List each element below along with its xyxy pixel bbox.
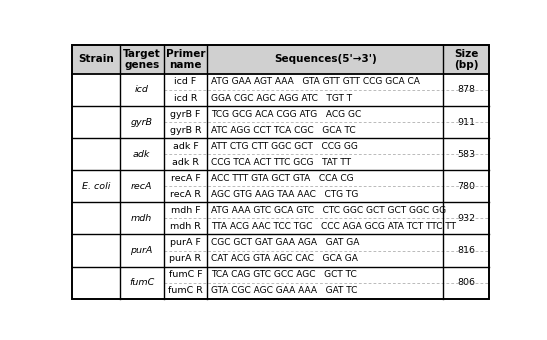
Text: CGC GCT GAT GAA AGA   GAT GA: CGC GCT GAT GAA AGA GAT GA [211, 238, 359, 247]
Text: adk R: adk R [172, 158, 199, 167]
Text: ATC AGG CCT TCA CGC   GCA TC: ATC AGG CCT TCA CGC GCA TC [211, 125, 356, 135]
Bar [72, 106, 489, 122]
Text: 806: 806 [457, 278, 475, 287]
Text: GTA CGC AGC GAA AAA   GAT TC: GTA CGC AGC GAA AAA GAT TC [211, 286, 357, 295]
Text: Strain: Strain [78, 54, 114, 64]
Text: 878: 878 [457, 85, 475, 95]
Bar [72, 154, 489, 170]
Text: CCG TCA ACT TTC GCG   TAT TT: CCG TCA ACT TTC GCG TAT TT [211, 158, 351, 167]
Text: GGA CGC AGC AGG ATC   TGT T: GGA CGC AGC AGG ATC TGT T [211, 94, 352, 103]
Text: 780: 780 [457, 182, 475, 191]
Text: Target
genes: Target genes [123, 49, 160, 70]
Text: gyrB F: gyrB F [170, 109, 201, 119]
Bar [72, 235, 489, 251]
Text: ATG GAA AGT AAA   GTA GTT GTT CCG GCA CA: ATG GAA AGT AAA GTA GTT GTT CCG GCA CA [211, 78, 420, 86]
Text: mdh F: mdh F [171, 206, 200, 215]
Bar [72, 251, 489, 267]
Bar [72, 45, 489, 74]
Text: gyrB: gyrB [131, 118, 153, 126]
Text: icd R: icd R [174, 94, 197, 103]
Text: 583: 583 [457, 150, 475, 159]
Text: 932: 932 [457, 214, 475, 223]
Bar [72, 218, 489, 235]
Text: adk: adk [133, 150, 150, 159]
Text: adk F: adk F [172, 142, 199, 151]
Text: icd F: icd F [174, 78, 196, 86]
Text: mdh R: mdh R [170, 222, 201, 231]
Text: mdh: mdh [131, 214, 152, 223]
Text: gyrB R: gyrB R [170, 125, 201, 135]
Text: Primer
name: Primer name [166, 49, 205, 70]
Text: E. coli: E. coli [82, 182, 110, 191]
Text: purA F: purA F [170, 238, 201, 247]
Text: TCA CAG GTC GCC AGC   GCT TC: TCA CAG GTC GCC AGC GCT TC [211, 270, 357, 279]
Bar [72, 170, 489, 186]
Text: fumC R: fumC R [168, 286, 203, 295]
Bar [72, 90, 489, 106]
Text: fumC: fumC [129, 278, 154, 287]
Bar [72, 138, 489, 154]
Bar [72, 202, 489, 218]
Text: fumC F: fumC F [168, 270, 202, 279]
Bar [72, 283, 489, 299]
Text: ATG AAA GTC GCA GTC   CTC GGC GCT GCT GGC GG: ATG AAA GTC GCA GTC CTC GGC GCT GCT GGC … [211, 206, 446, 215]
Text: ATT CTG CTT GGC GCT   CCG GG: ATT CTG CTT GGC GCT CCG GG [211, 142, 358, 151]
Text: Size
(bp): Size (bp) [453, 49, 478, 70]
Text: icd: icd [135, 85, 149, 95]
Text: Sequences(5'→3'): Sequences(5'→3') [274, 54, 376, 64]
Bar [72, 74, 489, 90]
Text: recA: recA [131, 182, 153, 191]
Text: purA: purA [130, 246, 153, 255]
Text: 911: 911 [457, 118, 475, 126]
Bar [72, 267, 489, 283]
Text: AGC GTG AAG TAA AAC   CTG TG: AGC GTG AAG TAA AAC CTG TG [211, 190, 358, 199]
Text: TCG GCG ACA CGG ATG   ACG GC: TCG GCG ACA CGG ATG ACG GC [211, 109, 361, 119]
Text: purA R: purA R [170, 254, 201, 263]
Text: recA F: recA F [171, 174, 200, 183]
Text: CAT ACG GTA AGC CAC   GCA GA: CAT ACG GTA AGC CAC GCA GA [211, 254, 358, 263]
Text: recA R: recA R [170, 190, 201, 199]
Text: TTA ACG AAC TCC TGC   CCC AGA GCG ATA TCT TTC TT: TTA ACG AAC TCC TGC CCC AGA GCG ATA TCT … [211, 222, 456, 231]
Text: 816: 816 [457, 246, 475, 255]
Bar [72, 122, 489, 138]
Text: ACC TTT GTA GCT GTA   CCA CG: ACC TTT GTA GCT GTA CCA CG [211, 174, 353, 183]
Bar [72, 186, 489, 202]
